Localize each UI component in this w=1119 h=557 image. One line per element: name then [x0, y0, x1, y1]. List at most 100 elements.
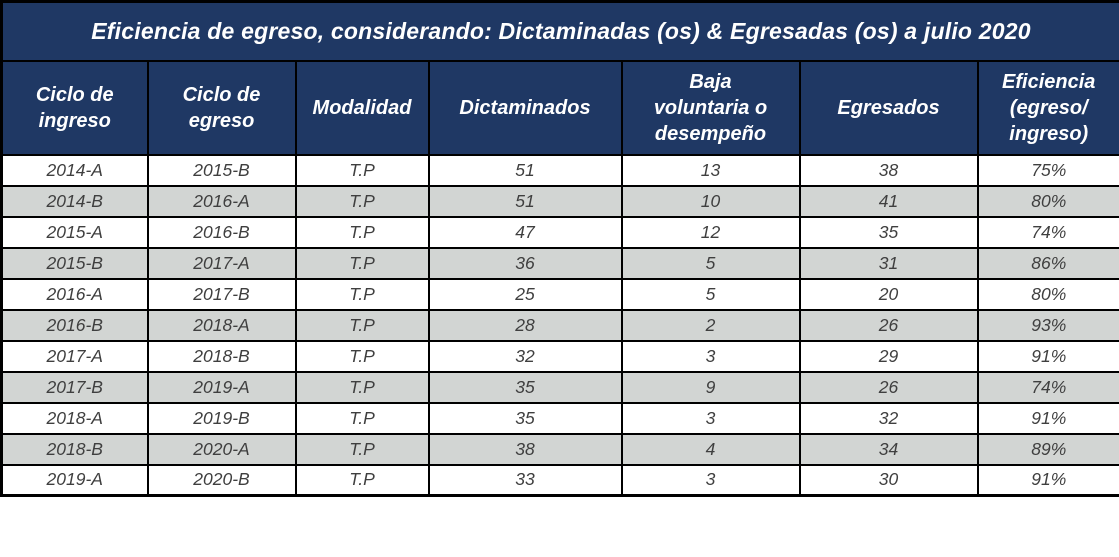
cell-eficiencia: 74% — [976, 215, 1119, 249]
cell-eficiencia: 80% — [976, 184, 1119, 218]
col-header-modalidad: Modalidad — [294, 59, 430, 156]
table-row: 2016-B 2018-A T.P 28 2 26 93% — [0, 308, 1119, 342]
cell-modalidad: T.P — [294, 401, 430, 435]
table-row: 2017-B 2019-A T.P 35 9 26 74% — [0, 370, 1119, 404]
cell-ciclo-ingreso: 2018-B — [0, 432, 149, 466]
cell-ciclo-egreso: 2016-A — [146, 184, 297, 218]
cell-ciclo-ingreso: 2018-A — [0, 401, 149, 435]
cell-eficiencia: 91% — [976, 401, 1119, 435]
cell-dictaminados: 32 — [427, 339, 623, 373]
col-header-baja-voluntaria: Baja voluntaria o desempeño — [620, 59, 801, 156]
cell-modalidad: T.P — [294, 370, 430, 404]
cell-ciclo-ingreso: 2017-A — [0, 339, 149, 373]
cell-modalidad: T.P — [294, 432, 430, 466]
cell-dictaminados: 33 — [427, 463, 623, 497]
cell-dictaminados: 47 — [427, 215, 623, 249]
cell-ciclo-egreso: 2016-B — [146, 215, 297, 249]
cell-egresados: 31 — [798, 246, 979, 280]
cell-dictaminados: 35 — [427, 370, 623, 404]
cell-egresados: 26 — [798, 370, 979, 404]
cell-ciclo-egreso: 2019-B — [146, 401, 297, 435]
cell-baja-voluntaria: 10 — [620, 184, 801, 218]
table-title-row: Eficiencia de egreso, considerando: Dict… — [0, 0, 1119, 62]
cell-dictaminados: 38 — [427, 432, 623, 466]
cell-ciclo-egreso: 2020-B — [146, 463, 297, 497]
cell-egresados: 30 — [798, 463, 979, 497]
cell-baja-voluntaria: 2 — [620, 308, 801, 342]
cell-modalidad: T.P — [294, 308, 430, 342]
cell-ciclo-egreso: 2018-A — [146, 308, 297, 342]
cell-eficiencia: 86% — [976, 246, 1119, 280]
table-row: 2019-A 2020-B T.P 33 3 30 91% — [0, 463, 1119, 497]
cell-dictaminados: 28 — [427, 308, 623, 342]
cell-baja-voluntaria: 12 — [620, 215, 801, 249]
efficiency-table: Eficiencia de egreso, considerando: Dict… — [0, 0, 1119, 497]
cell-egresados: 38 — [798, 153, 979, 187]
col-header-ciclo-egreso: Ciclo de egreso — [146, 59, 297, 156]
cell-modalidad: T.P — [294, 246, 430, 280]
cell-eficiencia: 80% — [976, 277, 1119, 311]
cell-modalidad: T.P — [294, 153, 430, 187]
table-row: 2018-B 2020-A T.P 38 4 34 89% — [0, 432, 1119, 466]
cell-egresados: 29 — [798, 339, 979, 373]
cell-ciclo-ingreso: 2014-A — [0, 153, 149, 187]
cell-baja-voluntaria: 9 — [620, 370, 801, 404]
cell-baja-voluntaria: 3 — [620, 339, 801, 373]
cell-baja-voluntaria: 3 — [620, 401, 801, 435]
cell-modalidad: T.P — [294, 277, 430, 311]
cell-egresados: 35 — [798, 215, 979, 249]
cell-ciclo-egreso: 2019-A — [146, 370, 297, 404]
cell-dictaminados: 51 — [427, 184, 623, 218]
cell-egresados: 41 — [798, 184, 979, 218]
cell-ciclo-ingreso: 2017-B — [0, 370, 149, 404]
col-header-egresados: Egresados — [798, 59, 979, 156]
cell-dictaminados: 25 — [427, 277, 623, 311]
cell-ciclo-egreso: 2017-A — [146, 246, 297, 280]
cell-baja-voluntaria: 4 — [620, 432, 801, 466]
cell-baja-voluntaria: 5 — [620, 246, 801, 280]
cell-modalidad: T.P — [294, 215, 430, 249]
cell-ciclo-ingreso: 2015-B — [0, 246, 149, 280]
cell-ciclo-egreso: 2018-B — [146, 339, 297, 373]
cell-ciclo-ingreso: 2016-B — [0, 308, 149, 342]
cell-ciclo-ingreso: 2014-B — [0, 184, 149, 218]
cell-egresados: 34 — [798, 432, 979, 466]
table-row: 2017-A 2018-B T.P 32 3 29 91% — [0, 339, 1119, 373]
cell-ciclo-ingreso: 2015-A — [0, 215, 149, 249]
cell-eficiencia: 89% — [976, 432, 1119, 466]
cell-ciclo-egreso: 2020-A — [146, 432, 297, 466]
table-title: Eficiencia de egreso, considerando: Dict… — [0, 0, 1119, 62]
table-body: 2014-A 2015-B T.P 51 13 38 75% 2014-B 2016-A T.P 5… — [0, 153, 1119, 497]
cell-modalidad: T.P — [294, 463, 430, 497]
cell-eficiencia: 91% — [976, 339, 1119, 373]
cell-eficiencia: 91% — [976, 463, 1119, 497]
cell-modalidad: T.P — [294, 184, 430, 218]
cell-dictaminados: 51 — [427, 153, 623, 187]
table-header-row: Ciclo de ingreso Ciclo de egreso Modalid… — [0, 59, 1119, 156]
cell-eficiencia: 75% — [976, 153, 1119, 187]
cell-baja-voluntaria: 3 — [620, 463, 801, 497]
cell-baja-voluntaria: 5 — [620, 277, 801, 311]
table-row: 2016-A 2017-B T.P 25 5 20 80% — [0, 277, 1119, 311]
cell-ciclo-egreso: 2017-B — [146, 277, 297, 311]
cell-dictaminados: 35 — [427, 401, 623, 435]
cell-egresados: 32 — [798, 401, 979, 435]
cell-baja-voluntaria: 13 — [620, 153, 801, 187]
col-header-dictaminados: Dictaminados — [427, 59, 623, 156]
cell-modalidad: T.P — [294, 339, 430, 373]
table-row: 2014-B 2016-A T.P 51 10 41 80% — [0, 184, 1119, 218]
cell-egresados: 26 — [798, 308, 979, 342]
cell-eficiencia: 74% — [976, 370, 1119, 404]
col-header-eficiencia: Eficiencia (egreso/ ingreso) — [976, 59, 1119, 156]
cell-ciclo-ingreso: 2019-A — [0, 463, 149, 497]
cell-dictaminados: 36 — [427, 246, 623, 280]
table-row: 2014-A 2015-B T.P 51 13 38 75% — [0, 153, 1119, 187]
cell-ciclo-ingreso: 2016-A — [0, 277, 149, 311]
table-row: 2015-B 2017-A T.P 36 5 31 86% — [0, 246, 1119, 280]
col-header-ciclo-ingreso: Ciclo de ingreso — [0, 59, 149, 156]
cell-egresados: 20 — [798, 277, 979, 311]
table-row: 2015-A 2016-B T.P 47 12 35 74% — [0, 215, 1119, 249]
cell-ciclo-egreso: 2015-B — [146, 153, 297, 187]
cell-eficiencia: 93% — [976, 308, 1119, 342]
